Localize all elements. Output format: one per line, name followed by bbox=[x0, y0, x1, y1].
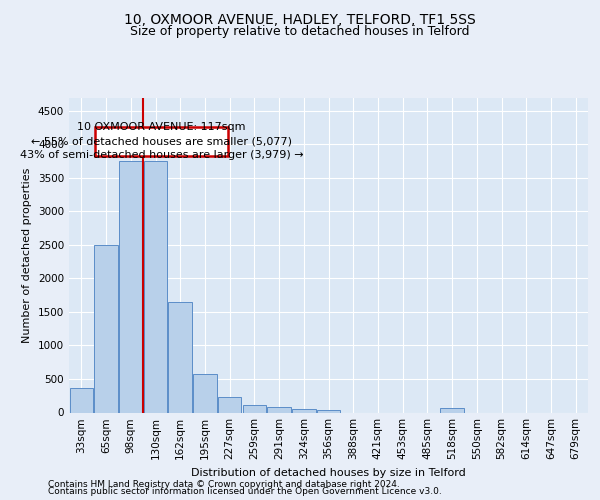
X-axis label: Distribution of detached houses by size in Telford: Distribution of detached houses by size … bbox=[191, 468, 466, 478]
Bar bbox=[119, 161, 143, 412]
Text: 10 OXMOOR AVENUE: 117sqm
← 55% of detached houses are smaller (5,077)
43% of sem: 10 OXMOOR AVENUE: 117sqm ← 55% of detach… bbox=[20, 122, 304, 160]
Y-axis label: Number of detached properties: Number of detached properties bbox=[22, 168, 32, 342]
Bar bbox=[218, 398, 241, 412]
Bar bbox=[317, 410, 340, 412]
Bar bbox=[268, 408, 291, 412]
Text: 10, OXMOOR AVENUE, HADLEY, TELFORD, TF1 5SS: 10, OXMOOR AVENUE, HADLEY, TELFORD, TF1 … bbox=[124, 12, 476, 26]
Text: Contains public sector information licensed under the Open Government Licence v3: Contains public sector information licen… bbox=[48, 488, 442, 496]
Text: Contains HM Land Registry data © Crown copyright and database right 2024.: Contains HM Land Registry data © Crown c… bbox=[48, 480, 400, 489]
Bar bbox=[242, 405, 266, 412]
FancyBboxPatch shape bbox=[95, 127, 229, 156]
Text: Size of property relative to detached houses in Telford: Size of property relative to detached ho… bbox=[130, 25, 470, 38]
Bar bbox=[292, 409, 316, 412]
Bar bbox=[144, 160, 167, 412]
Bar bbox=[70, 388, 93, 412]
Bar bbox=[193, 374, 217, 412]
Bar bbox=[94, 245, 118, 412]
Bar bbox=[440, 408, 464, 412]
Bar bbox=[169, 302, 192, 412]
